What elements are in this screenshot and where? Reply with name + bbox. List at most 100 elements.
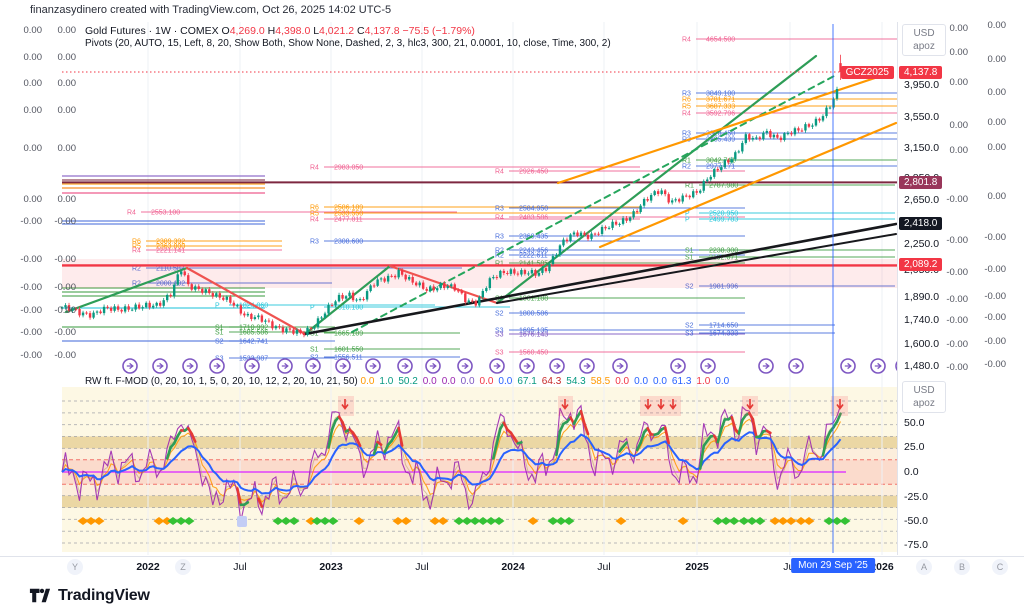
forecast-icon[interactable] xyxy=(612,358,628,374)
axis-button-a[interactable]: A xyxy=(916,559,932,575)
pivot-value: 2221.141 xyxy=(156,248,185,255)
indicator-legend[interactable]: RW ft. F-MOD (0, 20, 10, 1, 5, 0, 20, 10… xyxy=(85,376,734,387)
time-axis[interactable]: 2022 Jul 2023 Jul 2024 Jul 2025 Jul 2026 Y Z A B C Mon… xyxy=(0,556,1024,579)
zero-label: 0.00 xyxy=(987,54,1007,65)
unit-label: USD xyxy=(913,28,935,39)
forecast-icon[interactable] xyxy=(122,358,138,374)
indicator-value: 0.0 xyxy=(360,376,375,387)
forecast-icon[interactable] xyxy=(182,358,198,374)
osc-signal-seg xyxy=(712,434,720,444)
pivot-label: S3 xyxy=(685,331,694,338)
diamond-green-icon xyxy=(319,517,331,525)
sell-zone xyxy=(831,396,848,416)
sell-arrow-icon xyxy=(657,399,665,410)
pivot-value: 1685.586 xyxy=(239,330,268,337)
symbol-legend[interactable]: Gold Futures · 1W · COMEX O4,269.0 H4,39… xyxy=(85,25,475,37)
osc-signal-seg xyxy=(639,431,646,445)
diamond-orange-icon xyxy=(305,517,317,525)
osc-signal-seg xyxy=(176,429,183,438)
pivot-label: S3 xyxy=(495,350,504,357)
pivot-value: 1710.992 xyxy=(239,325,268,332)
pivots-legend[interactable]: Pivots (20, AUTO, 15, Left, 8, 20, Show … xyxy=(85,38,611,49)
candle-body xyxy=(635,211,639,213)
osc-signal-seg xyxy=(169,442,176,449)
forecast-icon[interactable] xyxy=(365,358,381,374)
candle-body xyxy=(471,300,474,302)
candle-body xyxy=(646,199,649,201)
forecast-icon[interactable] xyxy=(700,358,716,374)
forecast-icon[interactable] xyxy=(489,358,505,374)
forecast-icon[interactable] xyxy=(209,358,225,374)
candle-body xyxy=(677,199,681,202)
axis-button-y[interactable]: Y xyxy=(67,559,83,575)
candle-body xyxy=(562,239,565,246)
candle-body xyxy=(523,270,527,274)
candle-body xyxy=(390,275,393,277)
forecast-icon[interactable] xyxy=(758,358,774,374)
osc-signal-seg xyxy=(765,429,772,435)
candle-body xyxy=(285,328,288,333)
diamond-orange-icon xyxy=(353,517,365,525)
candle-body xyxy=(148,302,151,308)
forecast-icon[interactable] xyxy=(457,358,473,374)
pivot-value: 1714.650 xyxy=(709,323,738,330)
unit-label: apoz xyxy=(913,41,935,52)
indicator-value: 0.0 xyxy=(498,376,513,387)
pivot-value: 3781.671 xyxy=(706,97,735,104)
diamond-green-icon xyxy=(280,517,292,525)
brand[interactable]: TradingView xyxy=(28,584,150,607)
forecast-icon[interactable] xyxy=(305,358,321,374)
indicator-value: 0.0 xyxy=(615,376,630,387)
time-label: Jul xyxy=(415,561,429,573)
osc-signal-seg xyxy=(821,438,828,457)
candle-body xyxy=(751,137,755,140)
axis-button-z[interactable]: Z xyxy=(175,559,191,575)
pivot-label: R6 xyxy=(132,239,141,246)
forecast-icon[interactable] xyxy=(277,358,293,374)
indicator-value: 0.0 xyxy=(422,376,437,387)
pivot-label: R6 xyxy=(310,205,319,212)
osc-signal-seg xyxy=(330,419,337,432)
pivot-value: 2977.171 xyxy=(706,164,735,171)
zero-label: -0.00 xyxy=(54,216,76,227)
candle-body xyxy=(492,277,495,279)
candle-body xyxy=(211,293,214,297)
osc-signal-seg xyxy=(751,417,758,439)
forecast-icon[interactable] xyxy=(579,358,595,374)
diamond-green-icon xyxy=(823,517,835,525)
zero-label: -0.00 xyxy=(20,282,42,293)
pivot-label: S1 xyxy=(310,331,319,338)
forecast-icon[interactable] xyxy=(244,358,260,374)
zero-label: 0.00 xyxy=(23,52,43,63)
forecast-icon[interactable] xyxy=(335,358,351,374)
axis-button-c[interactable]: C xyxy=(992,559,1008,575)
forecast-icon[interactable] xyxy=(152,358,168,374)
axis-button-b[interactable]: B xyxy=(954,559,970,575)
candle-body xyxy=(187,275,190,285)
osc-signal-seg xyxy=(257,497,264,508)
forecast-icon[interactable] xyxy=(870,358,886,374)
candle-body xyxy=(81,312,85,316)
candle-body xyxy=(306,327,309,336)
forecast-icon[interactable] xyxy=(670,358,686,374)
price-badge: 2,418.0 xyxy=(899,217,943,230)
candle-body xyxy=(218,293,222,298)
pivot-value: 4654.500 xyxy=(706,37,735,44)
forecast-icon[interactable] xyxy=(840,358,856,374)
osc-signal-seg xyxy=(653,432,660,436)
forecast-icon[interactable] xyxy=(788,358,804,374)
candle-body xyxy=(814,118,818,126)
pivot-value: 1981.996 xyxy=(709,284,738,291)
price-scale[interactable]: 3,950.03,550.03,150.02,850.02,650.02,450… xyxy=(897,22,1024,555)
forecast-icon[interactable] xyxy=(549,358,565,374)
forecast-icon[interactable] xyxy=(397,358,413,374)
forecast-icon[interactable] xyxy=(425,358,441,374)
diamond-green-icon xyxy=(746,517,758,525)
diamond-orange-icon xyxy=(400,517,412,525)
candle-body xyxy=(292,329,295,334)
osc-signal-seg xyxy=(618,445,625,453)
indicator-value: 0.0 xyxy=(634,376,649,387)
pivot-value: 1560.450 xyxy=(519,350,548,357)
forecast-icon[interactable] xyxy=(519,358,535,374)
